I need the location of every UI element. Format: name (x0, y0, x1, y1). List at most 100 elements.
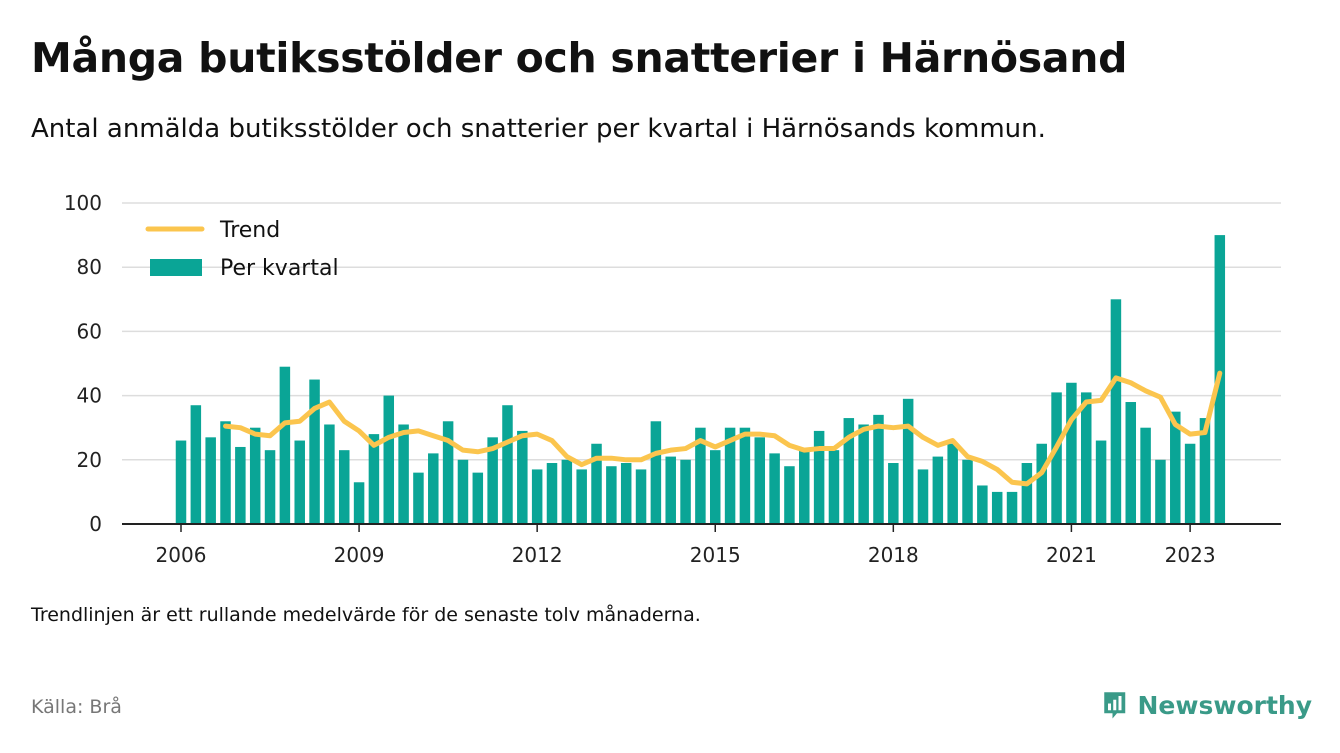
y-tick-label: 100 (64, 191, 102, 215)
x-tick-label: 2006 (156, 543, 207, 567)
bar (324, 424, 335, 524)
y-axis-ticks: 0 20 40 60 80 100 (64, 191, 102, 536)
y-tick-label: 0 (89, 512, 102, 536)
bar (769, 453, 780, 524)
bar (517, 430, 528, 524)
bar (294, 440, 305, 524)
legend-trend-label: Trend (219, 218, 280, 243)
bar (843, 418, 855, 524)
bar (1095, 440, 1107, 524)
bar (442, 421, 454, 524)
chart-subtitle: Antal anmälda butiksstölder och snatteri… (31, 114, 1046, 144)
bar (309, 379, 320, 524)
bar (1110, 299, 1122, 524)
bar (991, 491, 1003, 524)
bar (487, 437, 498, 524)
bar (1125, 402, 1137, 524)
trend-line (223, 370, 1223, 487)
bar (576, 469, 587, 524)
bar (932, 456, 944, 524)
bar (353, 482, 365, 524)
logo-text: Newsworthy (1137, 690, 1313, 720)
bar (813, 430, 825, 524)
source-label: Källa: Brå (31, 696, 122, 718)
bar (561, 459, 573, 524)
bar (680, 459, 691, 524)
bar (531, 469, 543, 524)
bar (799, 450, 810, 524)
bar (828, 450, 840, 524)
x-axis-ticks: 2006 2009 2012 2015 2018 2021 2023 (156, 524, 1216, 567)
bar (962, 459, 973, 524)
bar (873, 414, 884, 524)
bar (784, 466, 795, 524)
bar (205, 437, 216, 524)
bar (546, 463, 558, 524)
newsworthy-logo: Newsworthy (1102, 683, 1312, 727)
bar (249, 427, 261, 524)
bar (1036, 443, 1047, 524)
bar (502, 405, 513, 524)
bar (1006, 491, 1018, 524)
bar (650, 421, 662, 524)
bar (947, 443, 958, 524)
x-tick-label: 2009 (334, 543, 385, 567)
bar (472, 472, 484, 524)
bar (724, 427, 736, 524)
bar (1021, 463, 1033, 524)
bar (858, 424, 869, 524)
newsworthy-chart-bubble-icon (1104, 692, 1126, 719)
bar (977, 485, 988, 524)
legend-bar-swatch (150, 259, 202, 276)
bar (917, 469, 929, 524)
x-tick-label: 2023 (1165, 543, 1216, 567)
bars-per-kvartal (175, 235, 1226, 524)
bar (620, 463, 632, 524)
bar (368, 434, 380, 524)
bar (220, 421, 231, 524)
chart-title: Många butiksstölder och snatterier i Här… (31, 34, 1128, 82)
legend: Trend Per kvartal (145, 218, 339, 281)
bar (175, 440, 187, 524)
bar (606, 466, 617, 524)
bar (1140, 427, 1151, 524)
bar (1155, 459, 1166, 524)
bar (190, 405, 202, 524)
y-tick-label: 20 (77, 448, 102, 472)
bar (739, 427, 751, 524)
bar (635, 469, 647, 524)
x-tick-label: 2018 (868, 543, 919, 567)
bar (338, 450, 350, 524)
footnote: Trendlinjen är ett rullande medelvärde f… (31, 604, 701, 626)
bar (1051, 392, 1062, 524)
bar (1066, 382, 1077, 524)
bar (754, 437, 766, 524)
bar (695, 427, 706, 524)
bar (413, 472, 424, 524)
bar (902, 398, 914, 524)
legend-bar-label: Per kvartal (220, 256, 339, 281)
bar (665, 456, 676, 524)
bar (1184, 443, 1196, 524)
bar (1199, 418, 1211, 524)
bar (888, 463, 899, 524)
bar (235, 446, 246, 524)
bar (709, 450, 721, 524)
bar (428, 453, 439, 524)
bar (457, 459, 469, 524)
y-tick-label: 40 (77, 384, 102, 408)
bar (1170, 411, 1181, 524)
trend-line-group (223, 370, 1223, 487)
x-tick-label: 2021 (1046, 543, 1097, 567)
y-tick-label: 60 (77, 319, 102, 343)
x-tick-label: 2015 (690, 543, 741, 567)
y-tick-label: 80 (77, 255, 102, 279)
x-tick-label: 2012 (512, 543, 563, 567)
bar (264, 450, 276, 524)
bar (591, 443, 602, 524)
bar (383, 395, 395, 524)
bar (279, 366, 291, 524)
bar (398, 424, 409, 524)
chart-svg: 0 20 40 60 80 100 2006 2009 2012 2015 2018 2021 202… (64, 191, 1281, 567)
bar (1080, 392, 1092, 524)
